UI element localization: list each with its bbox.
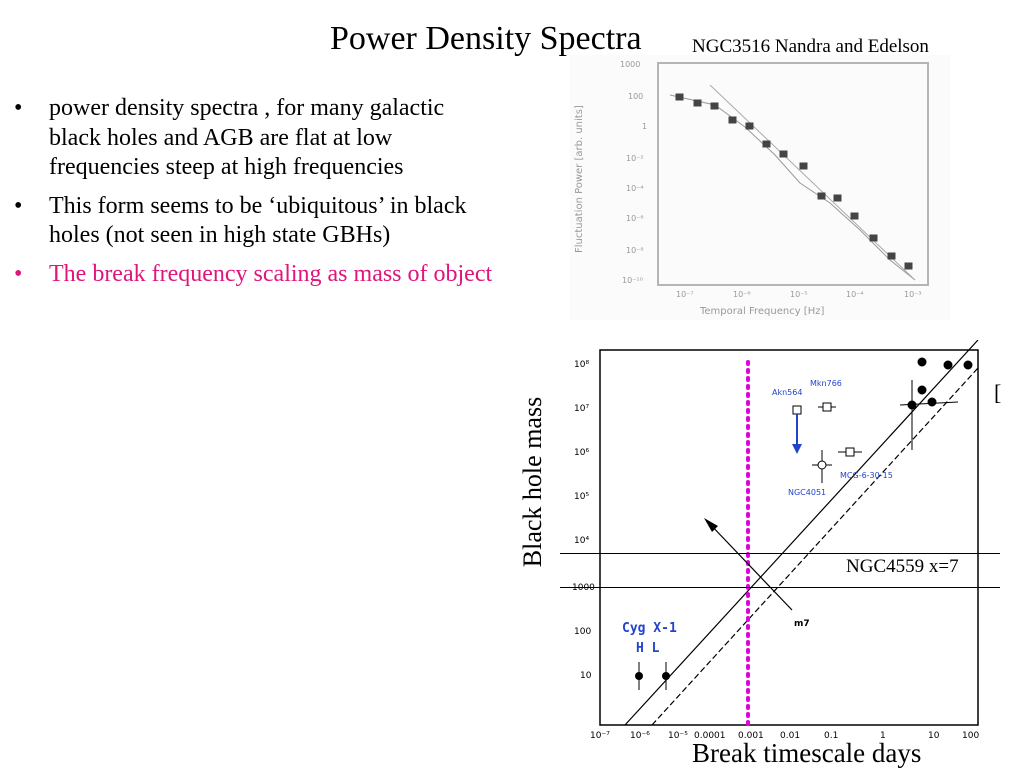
- data-point: [917, 357, 927, 367]
- pds-data-points: [675, 93, 913, 270]
- pds-point: [904, 262, 913, 270]
- bullet-item: • power density spectra , for many galact…: [14, 94, 494, 183]
- pds-y-ticks: 1000 100 1 10⁻² 10⁻⁴ 10⁻⁶ 10⁻⁸ 10⁻¹⁰: [620, 60, 647, 285]
- arrow-shaft: [707, 521, 793, 611]
- pds-y-tick: 10⁻²: [626, 154, 644, 163]
- pds-point: [833, 194, 842, 202]
- bracket-mark: [: [994, 380, 1002, 405]
- pds-point: [693, 99, 702, 107]
- pds-point: [799, 162, 808, 170]
- ngc4559-upper-line: [560, 553, 1000, 554]
- mass-x-tick: 0.001: [738, 731, 764, 740]
- mass-x-tick: 10: [928, 731, 940, 740]
- mass-y-tick: 10⁷: [574, 404, 589, 414]
- pds-y-tick: 10⁻¹⁰: [622, 276, 643, 285]
- mass-timescale-plot: 10⁸ 10⁷ 10⁶ 10⁵ 10⁴ 1000 100 10 10⁻⁷ 10⁻…: [572, 340, 979, 740]
- pds-x-tick: 10⁻⁴: [846, 290, 864, 299]
- pds-y-tick: 1: [642, 122, 647, 131]
- mass-x-tick: 0.1: [824, 731, 838, 740]
- mass-x-ticks: 10⁻⁷ 10⁻⁶ 10⁻⁵ 0.0001 0.001 0.01 0.1 1 1…: [590, 731, 979, 740]
- pds-y-axis-label: Fluctuation Power [arb. units]: [574, 105, 585, 253]
- label-m7: m7: [794, 619, 810, 629]
- pds-x-tick: 10⁻³: [904, 290, 922, 299]
- mass-y-tick: 10⁸: [574, 360, 589, 370]
- ngc4559-lower-line: [560, 587, 1000, 588]
- pds-point: [710, 102, 719, 110]
- mass-x-tick: 1: [880, 731, 886, 740]
- pds-x-axis-label: Temporal Frequency [Hz]: [699, 306, 824, 317]
- pds-x-tick: 10⁻⁵: [790, 290, 808, 299]
- arrow-head: [704, 518, 718, 532]
- mass-y-axis-label: Black hole mass: [518, 396, 547, 568]
- pds-x-tick: 10⁻⁷: [676, 290, 694, 299]
- akn564-limit-head: [792, 444, 802, 454]
- pds-point: [887, 252, 896, 260]
- mass-x-tick: 10⁻⁶: [630, 731, 650, 740]
- pds-y-tick: 1000: [620, 60, 640, 69]
- pds-point: [745, 122, 754, 130]
- pds-point: [762, 140, 771, 148]
- data-point: [943, 360, 953, 370]
- pds-x-ticks: 10⁻⁷ 10⁻⁶ 10⁻⁵ 10⁻⁴ 10⁻³: [676, 290, 922, 299]
- mass-x-tick: 0.01: [780, 731, 800, 740]
- bullet-text: The break frequency scaling as mass of o…: [49, 260, 493, 287]
- bullet-marker: •: [14, 260, 23, 287]
- mass-x-axis-label: Break timescale days: [692, 738, 922, 768]
- label-ngc4051: NGC4051: [788, 488, 826, 497]
- data-point: [963, 360, 973, 370]
- mass-y-tick: 10⁶: [574, 448, 589, 458]
- ngc4051-point: [817, 460, 827, 470]
- label-akn564: Akn564: [772, 388, 802, 397]
- mass-x-tick: 10⁻⁷: [590, 731, 610, 740]
- bullet-list: • power density spectra , for many galact…: [14, 94, 494, 298]
- mass-x-tick: 0.0001: [694, 731, 726, 740]
- pds-plot: Fluctuation Power [arb. units] Temporal …: [570, 55, 950, 320]
- slide-title: Power Density Spectra: [330, 20, 642, 57]
- figure-caption: NGC3516 Nandra and Edelson: [692, 36, 929, 57]
- label-mcg: MCG-6-30-15: [840, 471, 893, 480]
- bullet-marker: •: [14, 192, 23, 219]
- mass-y-ticks: 10⁸ 10⁷ 10⁶ 10⁵ 10⁴ 1000 100 10: [572, 360, 595, 681]
- pds-x-tick: 10⁻⁶: [733, 290, 751, 299]
- pds-point: [728, 116, 737, 124]
- bullet-item: • This form seems to be ‘ubiquitous’ in b…: [14, 192, 494, 251]
- bullet-marker: •: [14, 95, 23, 121]
- high-mass-error: [899, 401, 959, 406]
- mass-x-tick: 10⁻⁵: [668, 731, 688, 740]
- label-mkn766: Mkn766: [810, 379, 842, 388]
- data-point: [927, 397, 937, 407]
- pds-y-tick: 10⁻⁴: [626, 184, 644, 193]
- akn564-point: [792, 405, 802, 415]
- mass-y-tick: 100: [574, 627, 591, 637]
- mass-y-tick: 10: [580, 671, 592, 681]
- pds-y-tick: 100: [628, 92, 643, 101]
- pds-point: [850, 212, 859, 220]
- bullet-item-highlighted: • The break frequency scaling as mass of …: [14, 260, 494, 290]
- label-cyg: Cyg X-1: [622, 621, 677, 636]
- mcg-point: [845, 447, 855, 457]
- mass-y-tick: 1000: [572, 583, 595, 593]
- pds-model-curve: [669, 94, 916, 281]
- bullet-text: power density spectra , for many galacti…: [49, 95, 445, 180]
- cyg-point-high: [635, 672, 643, 680]
- mkn766-point: [822, 402, 832, 412]
- data-point: [917, 385, 927, 395]
- cyg-point-low: [662, 672, 670, 680]
- pds-point: [817, 192, 826, 200]
- pds-point: [869, 234, 878, 242]
- ngc4559-annotation: NGC4559 x=7: [846, 556, 959, 577]
- mass-x-tick: 100: [962, 731, 979, 740]
- pds-steep-line: [709, 84, 916, 281]
- mass-y-tick: 10⁵: [574, 492, 589, 502]
- pds-point: [779, 150, 788, 158]
- label-cyg-states: H L: [636, 641, 660, 656]
- mass-y-tick: 10⁴: [574, 536, 589, 546]
- pds-point: [675, 93, 684, 101]
- bullet-text: This form seems to be ‘ubiquitous’ in bl…: [49, 192, 467, 249]
- pds-y-tick: 10⁻⁸: [626, 246, 644, 255]
- pds-y-tick: 10⁻⁶: [626, 214, 644, 223]
